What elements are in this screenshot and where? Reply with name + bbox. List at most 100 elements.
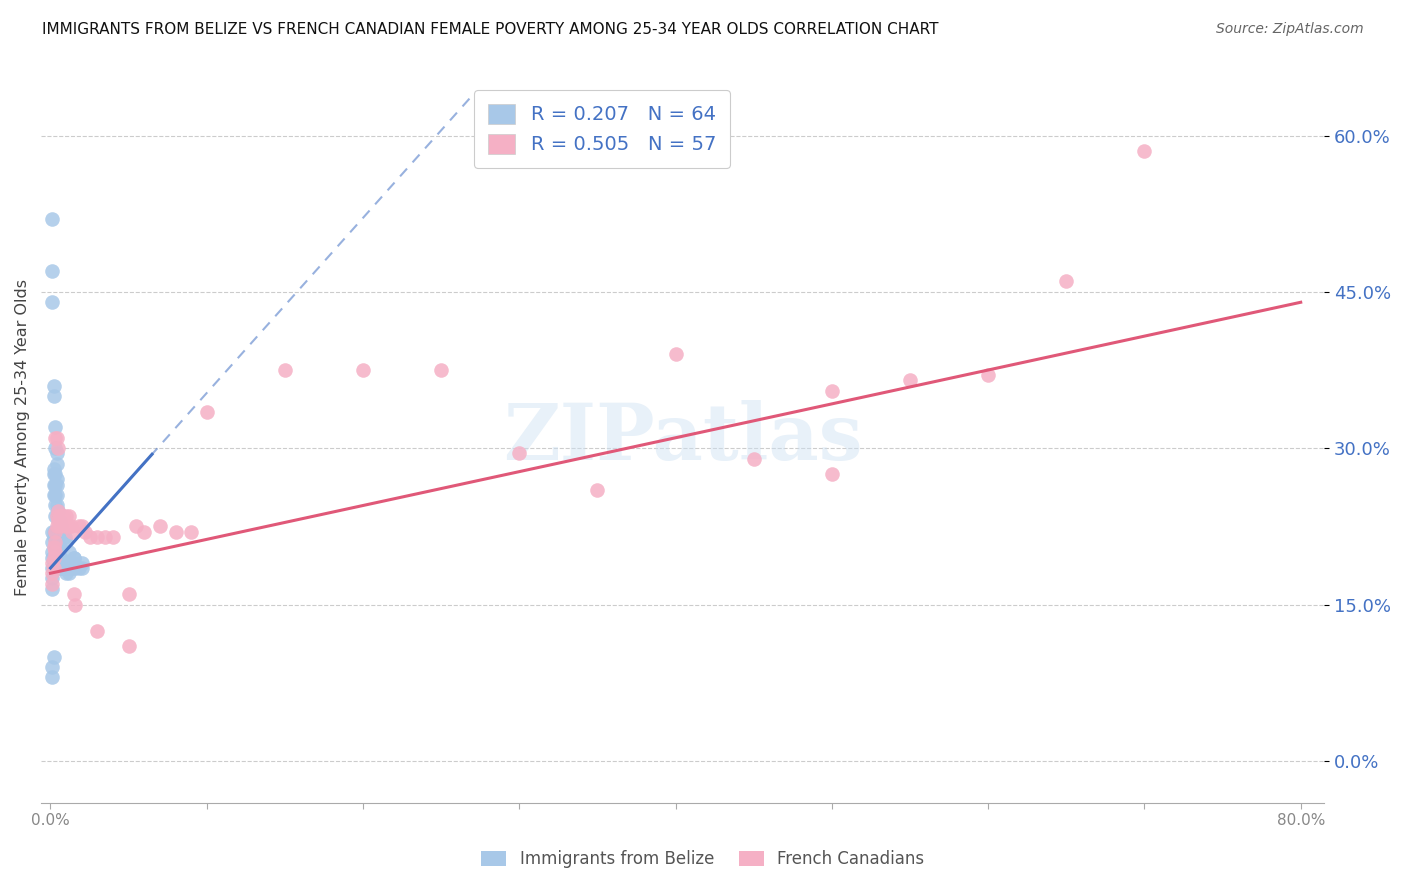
Point [86,624,108,638]
Point [430,363,453,377]
Point [508,446,530,460]
Point [101,530,124,544]
Point [46,550,69,565]
Point [165,524,187,539]
Point [46,504,69,518]
Point [42,488,65,502]
Point [45,457,67,471]
Point [41,582,63,596]
Point [59,519,82,533]
Point [180,524,202,539]
Point [49,550,72,565]
Point [41,660,63,674]
Point [49,561,72,575]
Point [70,561,93,575]
Point [49,508,72,523]
Point [86,530,108,544]
Point [51,508,73,523]
Point [49,514,72,528]
Point [45,477,67,491]
Point [70,519,93,533]
Point [46,441,69,455]
Point [52,524,75,539]
Point [63,550,86,565]
Point [52,561,75,575]
Text: Source: ZipAtlas.com: Source: ZipAtlas.com [1216,22,1364,37]
Point [41,535,63,549]
Point [45,431,67,445]
Point [149,519,172,533]
Point [117,639,139,653]
Point [45,472,67,486]
Point [44,535,66,549]
Point [55,535,77,549]
Point [60,556,83,570]
Point [45,499,67,513]
Point [73,524,96,539]
Point [55,566,77,581]
Point [44,499,66,513]
Legend: R = 0.207   N = 64, R = 0.505   N = 57: R = 0.207 N = 64, R = 0.505 N = 57 [474,90,730,168]
Point [41,524,63,539]
Point [51,550,73,565]
Point [56,561,79,575]
Point [46,514,69,528]
Point [42,524,65,539]
Point [52,556,75,570]
Point [42,467,65,482]
Point [44,441,66,455]
Point [274,363,297,377]
Point [79,530,101,544]
Point [63,550,86,565]
Point [42,649,65,664]
Point [352,363,374,377]
Point [42,530,65,544]
Point [56,519,79,533]
Point [60,524,83,539]
Point [44,431,66,445]
Point [55,561,77,575]
Point [1133,144,1156,158]
Point [55,508,77,523]
Point [63,587,86,601]
Point [65,598,87,612]
Y-axis label: Female Poverty Among 25-34 Year Olds: Female Poverty Among 25-34 Year Olds [15,279,30,596]
Point [42,477,65,491]
Point [53,519,76,533]
Point [742,451,765,466]
Point [42,378,65,392]
Point [44,524,66,539]
Point [46,504,69,518]
Point [53,561,76,575]
Point [44,467,66,482]
Point [53,530,76,544]
Point [41,566,63,581]
Point [586,483,609,497]
Point [117,587,139,601]
Point [42,550,65,565]
Point [41,545,63,559]
Point [41,670,63,684]
Point [125,519,148,533]
Point [195,405,218,419]
Point [45,508,67,523]
Point [46,540,69,554]
Point [41,556,63,570]
Point [65,561,87,575]
Point [41,571,63,585]
Point [45,519,67,533]
Point [821,384,844,398]
Point [41,561,63,575]
Point [41,576,63,591]
Point [1054,274,1077,288]
Point [52,508,75,523]
Point [44,508,66,523]
Point [41,550,63,565]
Point [45,446,67,460]
Point [58,545,80,559]
Text: ZIPatlas: ZIPatlas [503,400,862,475]
Point [45,488,67,502]
Point [44,477,66,491]
Point [67,519,90,533]
Point [51,519,73,533]
